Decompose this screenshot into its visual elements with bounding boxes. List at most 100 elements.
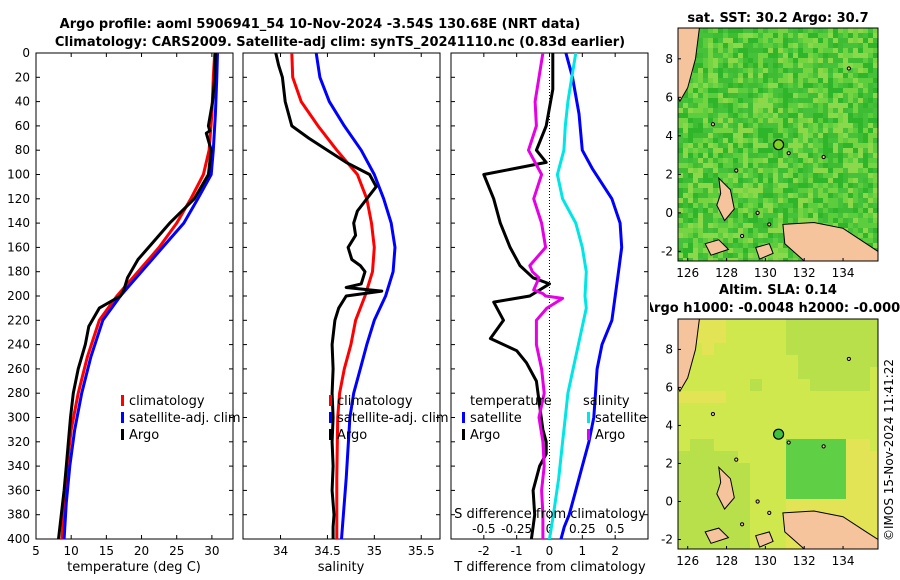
map-cell xyxy=(713,193,718,198)
map-cell xyxy=(848,38,853,43)
map-cell xyxy=(698,78,703,83)
copyright-stamp: ©IMOS 15-Nov-2024 11:41:22 xyxy=(882,359,896,541)
map-cell xyxy=(733,113,738,118)
map-cell xyxy=(843,168,848,173)
map-cell xyxy=(703,143,708,148)
map-cell xyxy=(834,391,846,403)
map-cell xyxy=(853,188,858,193)
map-cell xyxy=(703,168,708,173)
map-cell xyxy=(813,213,818,218)
map-cell xyxy=(762,523,774,535)
map-cell xyxy=(713,103,718,108)
map-cell xyxy=(823,133,828,138)
map-cell xyxy=(693,133,698,138)
map-cell xyxy=(798,123,803,128)
map-cell xyxy=(833,108,838,113)
map-cell xyxy=(708,143,713,148)
map-cell xyxy=(748,28,753,33)
map-cell xyxy=(713,253,718,258)
map-cell xyxy=(726,355,738,367)
map-cell xyxy=(846,427,858,439)
map-cell xyxy=(853,53,858,58)
map-cell xyxy=(846,403,858,415)
map-cell xyxy=(743,43,748,48)
map-cell xyxy=(873,193,878,198)
map-cell xyxy=(873,113,878,118)
map-cell xyxy=(786,499,798,511)
map-cell xyxy=(778,238,783,243)
map-cell xyxy=(753,153,758,158)
map-cell xyxy=(808,143,813,148)
map-cell xyxy=(723,88,728,93)
map-cell xyxy=(843,178,848,183)
map-cell xyxy=(708,113,713,118)
map-cell xyxy=(698,68,703,73)
map-cell xyxy=(713,258,718,261)
map-cell xyxy=(708,33,713,38)
map-cell xyxy=(738,63,743,68)
map-cell xyxy=(683,248,688,253)
map-cell xyxy=(773,218,778,223)
map-cell xyxy=(818,123,823,128)
map-cell xyxy=(750,391,762,403)
map-cell xyxy=(698,228,703,233)
map-cell xyxy=(768,38,773,43)
map-cell xyxy=(763,138,768,143)
map-cell xyxy=(748,253,753,258)
map-cell xyxy=(828,213,833,218)
map-cell xyxy=(743,48,748,53)
map-cell xyxy=(843,98,848,103)
map-cell xyxy=(738,535,750,547)
map-cell xyxy=(834,331,846,343)
map-cell xyxy=(838,178,843,183)
s-tick-label: -0.25 xyxy=(501,522,532,536)
map-cell xyxy=(778,63,783,68)
map-cell xyxy=(733,253,738,258)
map-cell xyxy=(868,88,873,93)
map-cell xyxy=(758,218,763,223)
map-cell xyxy=(843,193,848,198)
map-cell xyxy=(702,319,714,331)
map-cell xyxy=(763,163,768,168)
map-cell xyxy=(834,451,846,463)
map-cell xyxy=(828,103,833,108)
map-cell xyxy=(693,203,698,208)
map-cell xyxy=(793,48,798,53)
map-cell xyxy=(713,138,718,143)
map-cell xyxy=(838,53,843,58)
map-cell xyxy=(868,68,873,73)
map-cell xyxy=(728,33,733,38)
island xyxy=(710,411,716,417)
map-cell xyxy=(718,218,723,223)
map-cell xyxy=(848,138,853,143)
map-cell xyxy=(703,198,708,203)
map-cell xyxy=(763,148,768,153)
map-cell xyxy=(693,113,698,118)
map-cell xyxy=(848,43,853,48)
map-cell xyxy=(733,178,738,183)
map-cell xyxy=(810,379,822,391)
map-cell xyxy=(768,208,773,213)
map-cell xyxy=(778,73,783,78)
map-cell xyxy=(778,68,783,73)
map-cell xyxy=(788,103,793,108)
map-cell xyxy=(838,138,843,143)
map-cell xyxy=(768,43,773,48)
map-cell xyxy=(808,178,813,183)
map-cell xyxy=(714,547,726,549)
map-cell xyxy=(763,98,768,103)
map-cell xyxy=(758,133,763,138)
island xyxy=(734,457,739,462)
map-cell xyxy=(828,198,833,203)
map-cell xyxy=(753,133,758,138)
map-cell xyxy=(726,367,738,379)
map-cell xyxy=(753,78,758,83)
map-cell xyxy=(748,68,753,73)
map-cell xyxy=(783,103,788,108)
map-cell xyxy=(823,173,828,178)
map-cell xyxy=(868,53,873,58)
map-cell xyxy=(748,223,753,228)
map-cell xyxy=(808,168,813,173)
map-cell xyxy=(798,183,803,188)
map-cell xyxy=(783,28,788,33)
